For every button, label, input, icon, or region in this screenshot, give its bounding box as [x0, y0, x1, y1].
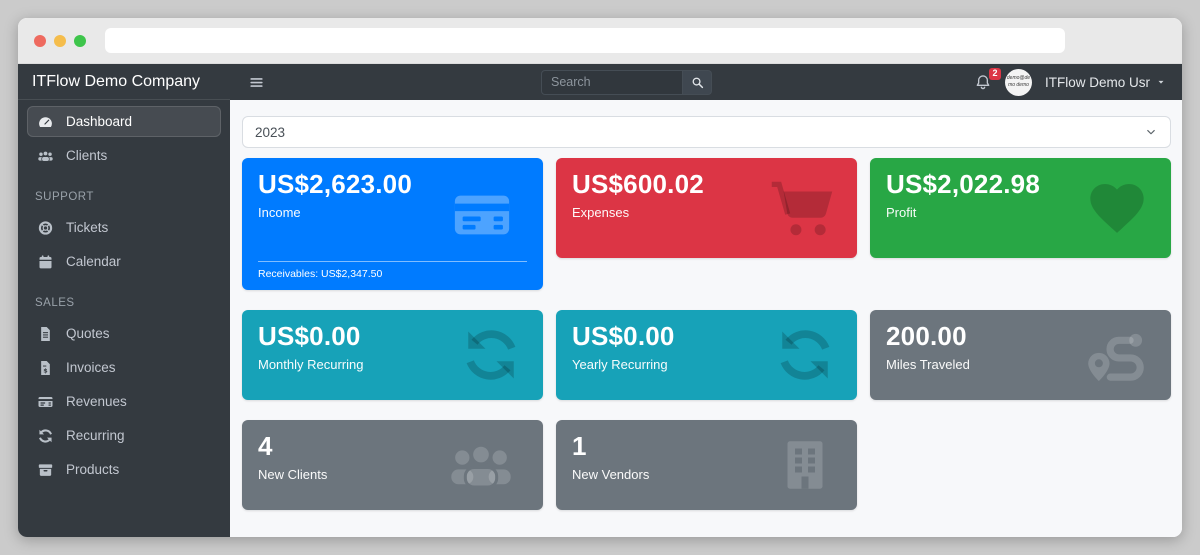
- box-icon: [36, 462, 55, 478]
- sidebar-item-label: Clients: [66, 148, 108, 163]
- monthly-recurring-card[interactable]: US$0.00 Monthly Recurring: [242, 310, 543, 400]
- shopping-cart-icon: [769, 175, 835, 241]
- card-value: US$600.02: [572, 169, 704, 199]
- card-label: New Clients: [258, 466, 328, 482]
- sidebar-section-sales: SALES: [35, 297, 75, 309]
- new-clients-card[interactable]: 4 New Clients: [242, 420, 543, 510]
- search-input[interactable]: [541, 69, 683, 95]
- maximize-window-button[interactable]: [74, 34, 86, 47]
- sidebar-item-products[interactable]: Products: [27, 454, 221, 485]
- life-ring-icon: [36, 220, 55, 236]
- building-icon: [775, 433, 835, 497]
- sidebar-item-dashboard[interactable]: Dashboard: [27, 106, 221, 137]
- sync-icon: [36, 428, 55, 444]
- heart-icon: [1085, 176, 1149, 240]
- chevron-down-icon: [1144, 125, 1158, 139]
- notifications-button[interactable]: 2: [974, 67, 1001, 92]
- sidebar-item-clients[interactable]: Clients: [27, 140, 221, 171]
- route-icon: [1085, 323, 1149, 387]
- file-invoice-dollar-icon: [36, 360, 55, 376]
- search-button[interactable]: [683, 69, 712, 95]
- card-label: Yearly Recurring: [572, 356, 668, 372]
- new-vendors-card[interactable]: 1 New Vendors: [556, 420, 857, 510]
- dashboard-cards: US$2,623.00 Income Receivables: US$2,347…: [242, 158, 1171, 510]
- minimize-window-button[interactable]: [54, 34, 66, 47]
- avatar-text: demo@demo demo: [1006, 75, 1031, 88]
- card-footer: Receivables: US$2,347.50: [258, 268, 383, 280]
- tachometer-icon: [36, 114, 55, 130]
- bars-icon: [248, 75, 265, 90]
- card-label: Miles Traveled: [886, 356, 970, 372]
- income-card[interactable]: US$2,623.00 Income Receivables: US$2,347…: [242, 158, 543, 290]
- card-value: US$2,022.98: [886, 169, 1040, 199]
- sidebar-item-quotes[interactable]: Quotes: [27, 318, 221, 349]
- card-label: Income: [258, 204, 301, 220]
- sidebar-item-recurring[interactable]: Recurring: [27, 420, 221, 451]
- sidebar-item-calendar[interactable]: Calendar: [27, 246, 221, 277]
- year-select-value: 2023: [255, 124, 286, 140]
- sidebar-item-invoices[interactable]: Invoices: [27, 352, 221, 383]
- sidebar-toggle-button[interactable]: [248, 75, 265, 90]
- credit-card-icon: [443, 184, 521, 246]
- sidebar-item-label: Quotes: [66, 326, 110, 341]
- search-icon: [691, 76, 704, 89]
- card-value: US$0.00: [258, 321, 361, 351]
- sync-icon: [461, 325, 521, 385]
- card-value: US$2,623.00: [258, 169, 412, 199]
- sidebar-item-label: Dashboard: [66, 114, 133, 129]
- caret-down-icon: [1156, 77, 1166, 87]
- card-label: Expenses: [572, 204, 630, 220]
- calendar-icon: [36, 254, 55, 270]
- card-value: US$0.00: [572, 321, 675, 351]
- main-content: 2023 US$2,623.00 Income Receivables: US$…: [230, 100, 1182, 537]
- card-value: 1: [572, 431, 587, 461]
- users-icon: [36, 148, 55, 164]
- address-bar[interactable]: [105, 28, 1065, 53]
- card-label: New Vendors: [572, 466, 650, 482]
- sidebar-item-tickets[interactable]: Tickets: [27, 212, 221, 243]
- card-value: 200.00: [886, 321, 967, 351]
- credit-card-icon: [36, 394, 55, 410]
- card-value: 4: [258, 431, 273, 461]
- browser-window: ITFlow Demo Company Dashboard Clients SU…: [18, 18, 1182, 537]
- app-frame: ITFlow Demo Company Dashboard Clients SU…: [18, 64, 1182, 537]
- notification-badge: 2: [988, 67, 1001, 80]
- sidebar-item-label: Calendar: [66, 254, 121, 269]
- sidebar-item-label: Invoices: [66, 360, 116, 375]
- miles-traveled-card[interactable]: 200.00 Miles Traveled: [870, 310, 1171, 400]
- window-controls: [18, 34, 86, 47]
- divider: [258, 261, 527, 262]
- topbar-right: 2 demo@demo demo ITFlow Demo Usr: [974, 67, 1166, 96]
- file-icon: [36, 326, 55, 342]
- yearly-recurring-card[interactable]: US$0.00 Yearly Recurring: [556, 310, 857, 400]
- sidebar-item-label: Tickets: [66, 220, 109, 235]
- sidebar-item-label: Products: [66, 462, 120, 477]
- browser-chrome: [18, 18, 1182, 64]
- search-form: [541, 69, 712, 95]
- sidebar-nav: Dashboard Clients SUPPORT Tickets Calend…: [18, 100, 230, 494]
- sync-icon: [775, 325, 835, 385]
- year-select[interactable]: 2023: [242, 116, 1171, 148]
- sidebar-section-support: SUPPORT: [35, 191, 94, 203]
- sidebar-brand[interactable]: ITFlow Demo Company: [18, 64, 230, 100]
- card-label: Profit: [886, 204, 917, 220]
- sidebar-item-label: Recurring: [66, 428, 125, 443]
- avatar: demo@demo demo: [1004, 68, 1032, 96]
- users-icon: [441, 432, 521, 498]
- close-window-button[interactable]: [34, 34, 46, 47]
- user-menu-label: ITFlow Demo Usr: [1044, 74, 1150, 90]
- card-label: Monthly Recurring: [258, 356, 364, 372]
- topbar: 2 demo@demo demo ITFlow Demo Usr: [230, 64, 1182, 100]
- sidebar-item-revenues[interactable]: Revenues: [27, 386, 221, 417]
- user-menu[interactable]: ITFlow Demo Usr: [1045, 75, 1166, 90]
- sidebar: ITFlow Demo Company Dashboard Clients SU…: [18, 64, 230, 537]
- sidebar-item-label: Revenues: [66, 394, 127, 409]
- expenses-card[interactable]: US$600.02 Expenses: [556, 158, 857, 258]
- profit-card[interactable]: US$2,022.98 Profit: [870, 158, 1171, 258]
